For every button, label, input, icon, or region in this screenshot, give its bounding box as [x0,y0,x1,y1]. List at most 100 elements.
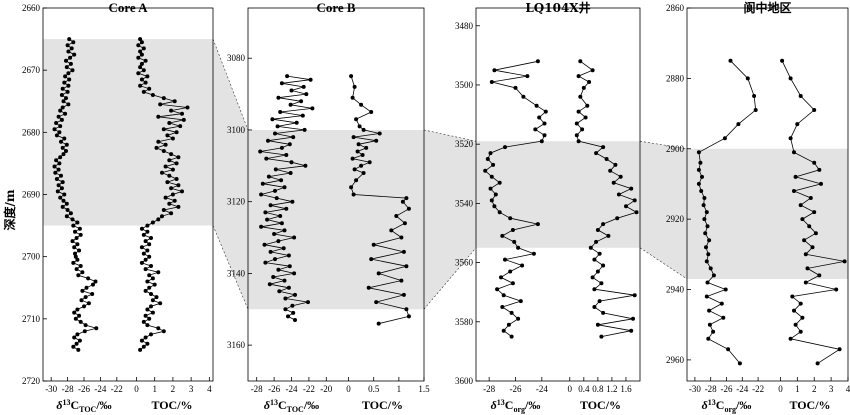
data-point [74,236,79,240]
y-tick-label: 2940 [666,285,685,295]
data-point [143,288,148,293]
connector-line [212,225,249,310]
data-point [73,229,77,234]
y-tick-label: 3160 [227,340,246,350]
data-point [719,301,724,306]
data-point [539,139,544,144]
data-point [169,108,174,113]
data-point [404,196,409,201]
data-point [513,85,518,90]
data-point [79,298,84,303]
data-point [149,236,153,240]
data-point [815,361,820,366]
y-tick-label: 2700 [22,252,41,262]
data-point [147,273,152,278]
data-point [60,86,65,91]
data-point [354,178,359,183]
data-point [350,95,355,100]
data-point [708,266,713,271]
data-point [264,156,269,161]
data-point [77,313,82,318]
x-tick-label: -28 [62,384,74,394]
data-point [263,260,268,265]
data-point [808,196,813,200]
data-point [176,204,181,209]
data-point [75,220,80,225]
data-point [707,238,712,243]
data-point [501,293,506,298]
data-point [294,120,299,125]
data-point [303,163,308,168]
y-tick-label: 2680 [22,127,41,137]
data-point [61,99,66,104]
data-point [64,142,69,147]
data-point [616,192,621,197]
data-point [266,174,271,179]
data-point [57,161,62,166]
data-point [366,285,371,290]
data-point [800,217,805,222]
data-point [54,177,59,181]
data-point [702,196,707,200]
y-tick-label: 2960 [666,355,685,365]
data-point [54,158,59,163]
data-point [263,210,268,215]
core-panels: Core A 2660 2670 2680 2690 2700 2710 2720 -30 -28… [22,0,850,414]
data-point [64,149,68,153]
data-point [699,189,704,193]
data-point [601,145,606,150]
panel-band-3 [476,141,640,248]
data-point [361,171,366,175]
data-point [63,74,68,79]
x-tick-label: 0 [568,384,573,394]
data-point [138,37,143,42]
data-point [139,245,144,250]
x-tick-label: 2 [812,384,817,394]
data-point [592,287,597,292]
data-point [138,49,143,54]
data-point [59,117,64,122]
data-point [576,74,581,79]
data-point [163,142,168,147]
y-tick-label: 3520 [455,139,474,149]
x-tick-label: -28 [251,384,263,394]
data-point [802,238,807,243]
data-point [82,329,87,334]
data-point [812,108,817,112]
data-point [842,259,847,264]
y-tick-label: 3560 [455,258,474,268]
data-point [701,203,706,208]
data-point [150,298,155,303]
y-tick-label: 2920 [666,214,685,224]
y-tick-label: 2660 [22,3,41,13]
data-point [158,301,163,306]
data-point [268,203,273,208]
data-point [60,145,65,150]
data-point [143,239,148,244]
data-point [803,280,808,285]
series-line [484,60,547,337]
data-point [361,127,366,132]
data-point [141,89,146,94]
data-point [588,245,593,250]
data-point [76,347,81,352]
x-tick-label: -22 [111,384,123,394]
data-point [594,151,599,156]
data-point [812,210,817,215]
data-point [492,68,497,73]
data-point [278,110,283,114]
data-point [282,278,287,283]
data-point [533,127,538,132]
data-point [489,80,494,84]
data-point [170,192,175,197]
data-point [299,99,304,104]
data-point [629,186,634,191]
data-point [703,231,708,236]
data-point [161,149,166,153]
track-toc: 0 1 2 3 4 TOC/% [778,58,850,412]
data-point [172,198,177,203]
data-point [349,185,354,190]
data-point [601,222,606,227]
